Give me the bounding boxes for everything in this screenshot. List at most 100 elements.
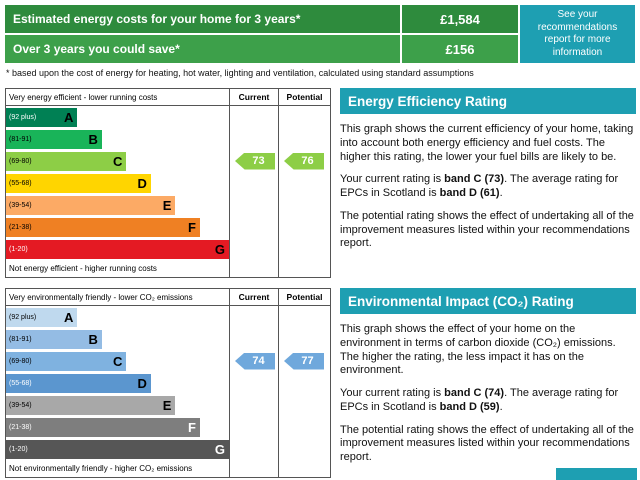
band-letter: F [188,219,196,235]
panel-paragraph: The potential rating shows the effect of… [340,423,634,464]
band-row: (81-91) B [6,328,229,350]
band-bar: (69-80) C [6,351,127,371]
column-header-current: Current [229,89,278,105]
band-range-label: (92 plus) [9,313,37,321]
chart-header-row: Very energy efficient - lower running co… [6,89,330,106]
band-row: (69-80) C [6,150,229,172]
band-row: (55-68) D [6,372,229,394]
band-range-label: (55-68) [9,179,32,187]
potential-pointer: 77 [284,352,324,370]
band-range-label: (21-38) [9,223,32,231]
band-range-label: (55-68) [9,379,32,387]
band-letter: B [88,131,98,147]
chart-body: (92 plus) A (81-91) B (69-80) C (55-68) D (39-54… [6,106,330,277]
band-letter: A [63,109,74,125]
band-row: (1-20) G [6,238,229,260]
band-range-label: (39-54) [9,201,32,209]
band-letter: D [137,375,147,391]
band-range-label: (21-38) [9,423,32,431]
panel-title: Energy Efficiency Rating [340,88,636,114]
band-row: (39-54) E [6,394,229,416]
band-row: (69-80) C [6,350,229,372]
band-letter: A [63,309,74,325]
potential-column: 77 [278,306,330,477]
band-range-label: (81-91) [9,135,32,143]
energy-rating-chart: Very energy efficient - lower running co… [5,88,331,278]
band-letter: E [162,197,172,213]
column-header-current: Current [229,289,278,305]
band-bar: (92 plus) A [6,107,78,127]
band-row: (21-38) F [6,416,229,438]
current-pointer: 74 [235,352,275,370]
band-range-label: (69-80) [9,157,32,165]
band-bar: (21-38) F [6,217,200,237]
cost-row-value: £1,584 [402,5,518,33]
band-letter: G [214,441,225,457]
panel-paragraph: Your current rating is band C (74). The … [340,387,619,413]
band-bar: (1-20) G [6,439,229,459]
band-row: (81-91) B [6,128,229,150]
band-letter: C [113,353,123,369]
panel-paragraph: The potential rating shows the effect of… [340,209,634,250]
chart-header-row: Very environmentally friendly - lower CO… [6,289,330,306]
band-bar: (39-54) E [6,195,176,215]
chart-bottom-caption: Not energy efficient - higher running co… [9,264,157,273]
band-row: (1-20) G [6,438,229,460]
band-letter: B [88,331,98,347]
band-range-label: (1-20) [9,445,28,453]
band-row: (92 plus) A [6,306,229,328]
band-range-label: (92 plus) [9,113,37,121]
band-range-label: (69-80) [9,357,32,365]
cost-summary-table: Estimated energy costs for your home for… [5,5,635,63]
band-range-label: (1-20) [9,245,28,253]
column-header-potential: Potential [278,289,330,305]
panel-paragraph: This graph shows the current efficiency … [340,123,634,163]
current-column: 73 [229,106,278,277]
bands-area: (92 plus) A (81-91) B (69-80) C (55-68) D (39-54… [6,106,229,277]
band-letter: E [162,397,172,413]
band-range-label: (81-91) [9,335,32,343]
cost-row-value: £156 [402,35,518,63]
band-range-label: (39-54) [9,401,32,409]
band-bar: (81-91) B [6,329,102,349]
band-bar: (92 plus) A [6,307,78,327]
cost-row-label: Over 3 years you could save* [5,35,400,63]
band-bar: (21-38) F [6,417,200,437]
band-bar: (55-68) D [6,373,151,393]
panel-paragraph: Your current rating is band C (73). The … [340,173,619,199]
band-letter: F [188,419,196,435]
band-bar: (55-68) D [6,173,151,193]
recommendations-info-box: See your recommendations report for more… [520,5,635,63]
potential-pointer: 76 [284,152,324,170]
assumptions-footnote: * based upon the cost of energy for heat… [6,68,474,78]
band-row: (92 plus) A [6,106,229,128]
cost-row-label: Estimated energy costs for your home for… [5,5,400,33]
panel-paragraphs: This graph shows the current efficiency … [340,123,636,251]
band-bar: (1-20) G [6,239,229,259]
chart-bottom-caption: Not environmentally friendly - higher CO… [9,464,193,473]
panel-paragraphs: This graph shows the effect of your home… [340,323,636,465]
band-letter: G [214,241,225,257]
chart-top-caption: Very environmentally friendly - lower CO… [9,292,193,302]
current-pointer: 73 [235,152,275,170]
chart-top-caption: Very energy efficient - lower running co… [9,92,158,102]
band-bar: (39-54) E [6,395,176,415]
current-column: 74 [229,306,278,477]
bands-area: (92 plus) A (81-91) B (69-80) C (55-68) D (39-54… [6,306,229,477]
column-header-potential: Potential [278,89,330,105]
footer-accent-box [556,468,637,480]
band-row: (55-68) D [6,172,229,194]
panel-paragraph: This graph shows the effect of your home… [340,323,616,377]
band-letter: D [137,175,147,191]
co2-rating-chart: Very environmentally friendly - lower CO… [5,288,331,478]
potential-column: 76 [278,106,330,277]
chart-body: (92 plus) A (81-91) B (69-80) C (55-68) D (39-54… [6,306,330,477]
band-letter: C [113,153,123,169]
panel-title: Environmental Impact (CO₂) Rating [340,288,636,314]
band-row: (39-54) E [6,194,229,216]
energy-rating-panel: Energy Efficiency Rating This graph show… [340,88,636,251]
band-bar: (81-91) B [6,129,102,149]
band-bar: (69-80) C [6,151,127,171]
band-row: (21-38) F [6,216,229,238]
co2-rating-panel: Environmental Impact (CO₂) Rating This g… [340,288,636,465]
